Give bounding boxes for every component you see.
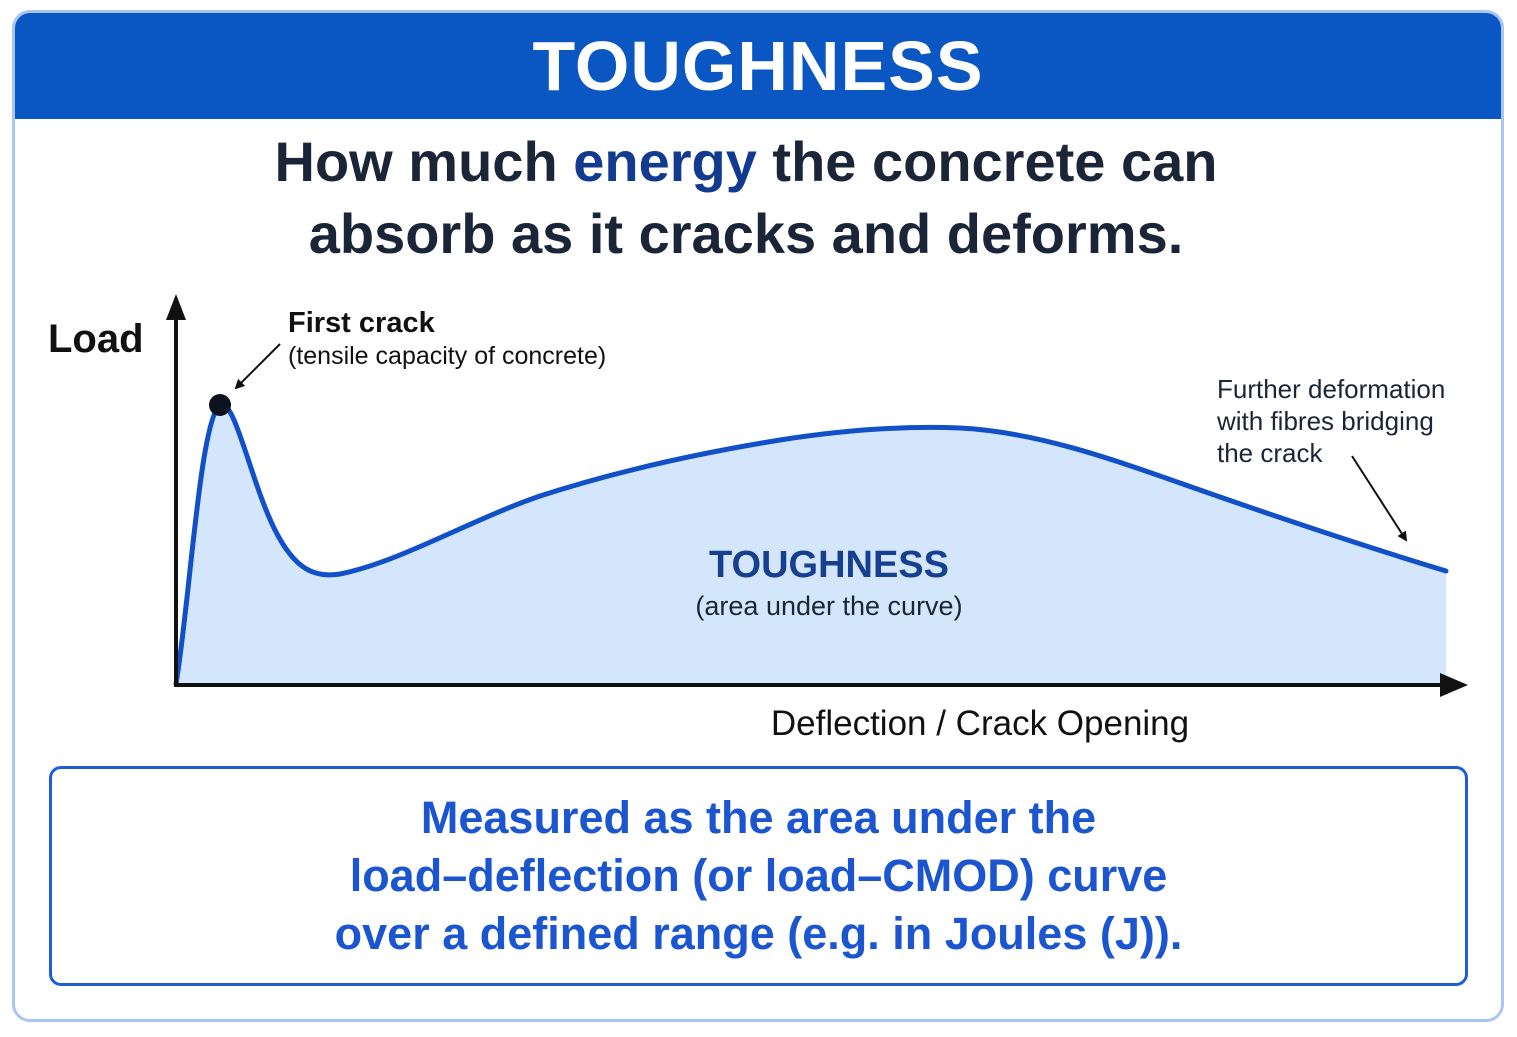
first-crack-subtitle: (tensile capacity of concrete) — [288, 342, 606, 370]
headline-text-pre: How much — [274, 130, 574, 193]
note-line-3: over a defined range (e.g. in Joules (J)… — [334, 908, 1183, 959]
further-deformation-line-3: the crack — [1217, 438, 1323, 468]
toughness-area — [176, 404, 1446, 684]
first-crack-pointer — [234, 343, 281, 390]
headline-accent-word: energy — [573, 130, 757, 193]
headline-line-1: How much energy the concrete can — [0, 126, 1492, 198]
headline: How much energy the concrete can absorb … — [0, 126, 1492, 270]
note-line-1: Measured as the area under the — [420, 792, 1097, 843]
further-deformation-line-1: Further deformation — [1217, 374, 1445, 404]
definition-note-box: Measured as the area under the load–defl… — [49, 766, 1468, 986]
first-crack-title: First crack — [288, 307, 436, 339]
load-deflection-diagram: Load First crack (tensile capacity of co… — [48, 294, 1468, 743]
x-axis-arrowhead — [1440, 673, 1468, 697]
headline-text-post: the concrete can — [756, 130, 1218, 193]
x-axis-label: Deflection / Crack Opening — [771, 704, 1189, 743]
y-axis-label: Load — [48, 317, 144, 361]
further-deformation-line-2: with fibres bridging — [1216, 406, 1434, 436]
banner-title: TOUGHNESS — [532, 27, 984, 105]
y-axis-arrowhead — [166, 294, 186, 320]
title-banner: TOUGHNESS — [15, 13, 1501, 119]
first-crack-point — [209, 394, 231, 416]
further-deformation-pointer — [1351, 455, 1408, 542]
area-label-subtitle: (area under the curve) — [695, 591, 962, 621]
note-line-2: load–deflection (or load–CMOD) curve — [349, 850, 1168, 901]
headline-line-2: absorb as it cracks and deforms. — [308, 202, 1184, 265]
area-label-title: TOUGHNESS — [709, 544, 949, 586]
